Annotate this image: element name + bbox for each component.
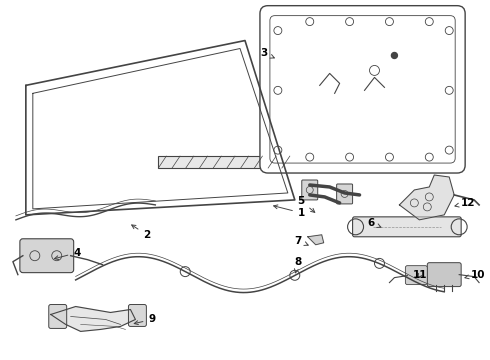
Circle shape <box>392 53 397 58</box>
FancyBboxPatch shape <box>20 239 74 273</box>
Polygon shape <box>51 306 135 332</box>
FancyBboxPatch shape <box>353 217 461 237</box>
Text: 12: 12 <box>455 198 476 208</box>
Polygon shape <box>308 235 324 245</box>
Text: 8: 8 <box>294 257 301 273</box>
Text: 6: 6 <box>367 218 381 228</box>
Text: 7: 7 <box>294 236 308 246</box>
FancyBboxPatch shape <box>260 6 465 173</box>
Text: 2: 2 <box>132 225 150 240</box>
FancyBboxPatch shape <box>49 305 67 328</box>
Text: 10: 10 <box>465 270 486 280</box>
Text: 3: 3 <box>261 49 274 58</box>
FancyBboxPatch shape <box>427 263 461 287</box>
Text: 9: 9 <box>134 314 155 325</box>
Text: 5: 5 <box>297 196 315 212</box>
Polygon shape <box>399 175 454 220</box>
Text: 1: 1 <box>273 205 305 218</box>
Bar <box>158 156 298 168</box>
FancyBboxPatch shape <box>302 180 318 200</box>
Text: 11: 11 <box>413 270 427 280</box>
Text: 4: 4 <box>54 248 81 260</box>
FancyBboxPatch shape <box>128 305 147 327</box>
FancyBboxPatch shape <box>337 184 353 204</box>
FancyBboxPatch shape <box>405 266 427 285</box>
